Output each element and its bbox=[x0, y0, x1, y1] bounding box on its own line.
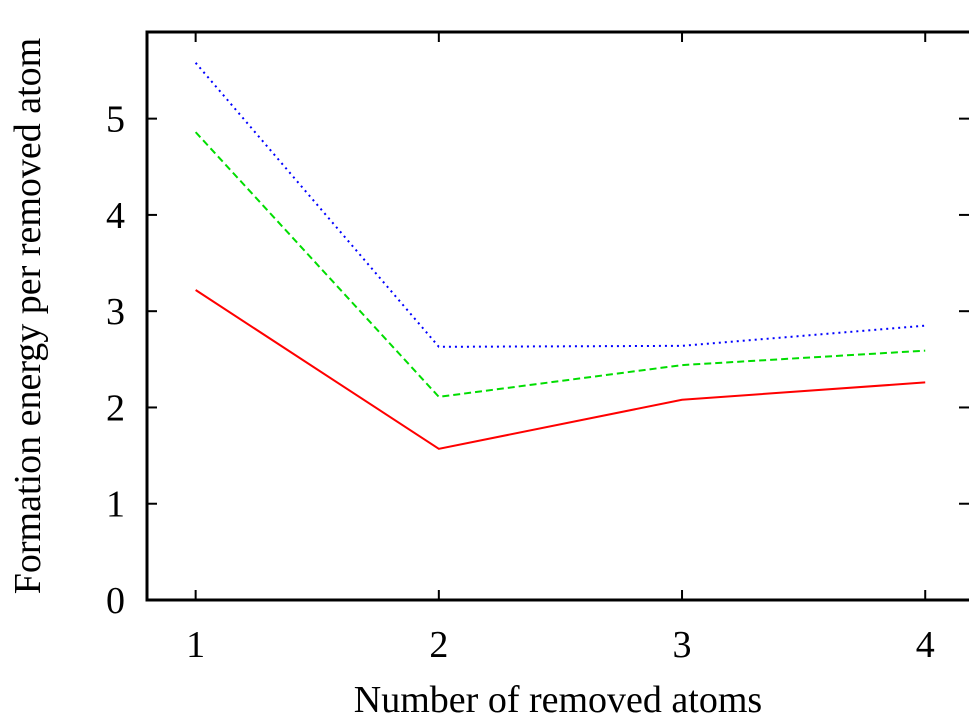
axis-ticks: 0 1 2 3 4 5 1 2 3 4 bbox=[106, 32, 969, 666]
y-tick-label: 0 bbox=[106, 580, 125, 622]
y-tick-label: 4 bbox=[106, 195, 125, 237]
x-tick-label: 1 bbox=[186, 624, 205, 666]
x-tick-label: 2 bbox=[429, 624, 448, 666]
y-tick-label: 5 bbox=[106, 99, 125, 141]
y-tick-label: 2 bbox=[106, 387, 125, 429]
series-line-1 bbox=[195, 289, 926, 450]
y-tick-label: 3 bbox=[106, 291, 125, 333]
series-line-2 bbox=[194, 131, 926, 398]
plot-frame bbox=[145, 30, 969, 602]
y-axis-label: Formation energy per removed atom bbox=[7, 38, 49, 594]
x-axis-label: Number of removed atoms bbox=[354, 679, 762, 721]
plot-border bbox=[145, 30, 969, 602]
y-tick-label: 1 bbox=[106, 484, 125, 526]
x-tick-label: 4 bbox=[916, 624, 935, 666]
series-line-3 bbox=[194, 62, 926, 348]
series-lines bbox=[194, 62, 926, 450]
x-tick-label: 3 bbox=[673, 624, 692, 666]
